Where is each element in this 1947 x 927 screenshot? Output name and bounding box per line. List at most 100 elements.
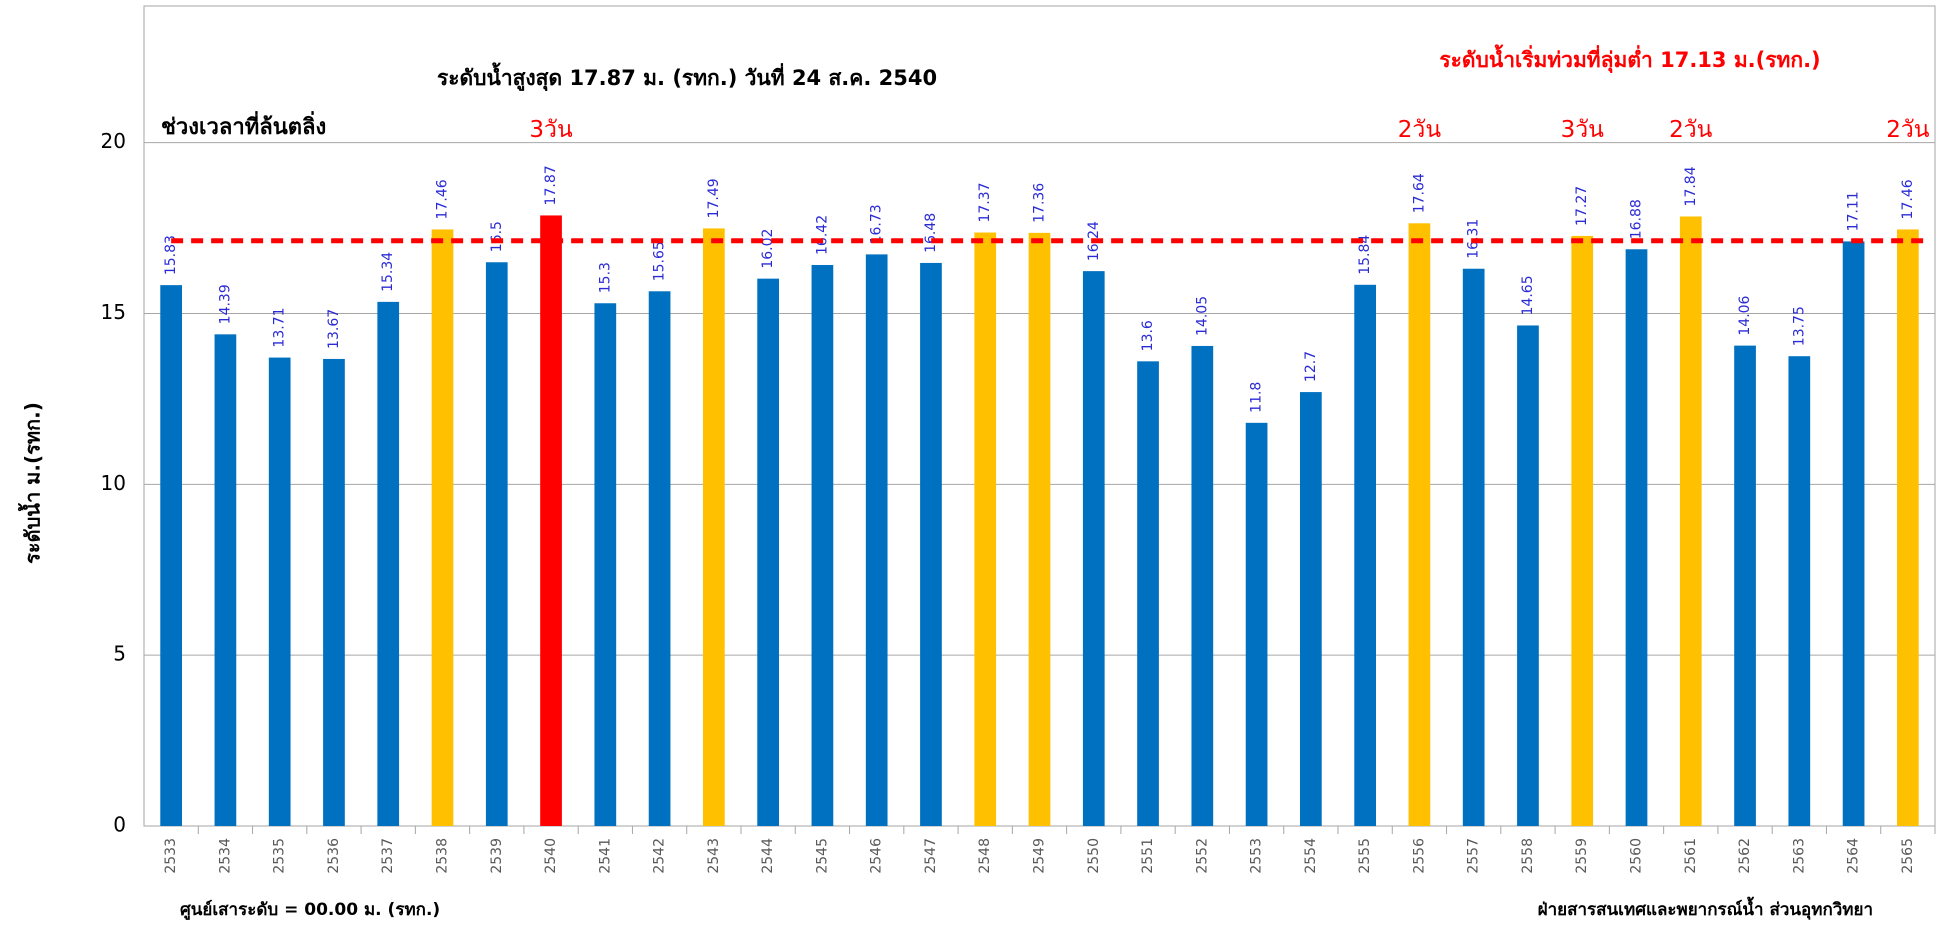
x-tick-label: 2551 (1140, 838, 1156, 874)
bar (1191, 345, 1214, 826)
x-tick-label: 2559 (1574, 838, 1590, 874)
data-label: 17.36 (1032, 183, 1048, 223)
bar (703, 228, 725, 827)
bar (920, 262, 942, 826)
annotation: 3วัน (529, 117, 573, 143)
data-label: 13.71 (272, 307, 288, 347)
chart-subtitle: ระดับน้ำเริ่มท่วมที่ลุ่มต่ำ 17.13 ม.(รทก… (1439, 44, 1820, 74)
bar (268, 357, 291, 826)
bar (1625, 249, 1648, 826)
x-tick-label: 2552 (1194, 838, 1210, 874)
data-label: 16.88 (1629, 199, 1645, 239)
data-label: 17.46 (1900, 179, 1916, 219)
x-tick-label: 2560 (1629, 838, 1645, 874)
data-label: 14.39 (217, 284, 233, 324)
data-label: 15.84 (1357, 235, 1373, 275)
annotation: 2วัน (1886, 117, 1930, 143)
y-axis-label: ระดับน้ำ ม.(รทก.) (18, 402, 45, 564)
data-label: 17.84 (1683, 166, 1699, 206)
data-label: 17.11 (1846, 191, 1862, 231)
x-tick-label: 2547 (923, 838, 939, 874)
x-tick-label: 2546 (869, 838, 885, 874)
data-label: 17.37 (977, 182, 993, 222)
bar (1300, 392, 1322, 826)
x-tick-label: 2533 (163, 838, 179, 874)
chart-title: ระดับน้ำสูงสุด 17.87 ม. (รทก.) วันที่ 24… (437, 62, 937, 92)
annotation: 2วัน (1669, 117, 1713, 143)
bar (1517, 325, 1539, 826)
data-label: 17.46 (435, 179, 451, 219)
data-label: 15.3 (597, 262, 613, 293)
data-label: 11.8 (1249, 382, 1265, 413)
y-tick-label: 20 (101, 129, 126, 153)
bar (1788, 356, 1811, 826)
x-tick-label: 2558 (1520, 838, 1536, 874)
bar (974, 232, 997, 826)
data-label: 13.75 (1791, 306, 1807, 346)
y-tick-label: 10 (101, 471, 126, 495)
bar (1897, 229, 1919, 826)
x-tick-label: 2534 (217, 838, 233, 874)
x-tick-label: 2553 (1249, 838, 1265, 874)
data-label: 15.83 (163, 235, 179, 275)
footnote-left: ศูนย์เสาระดับ = 00.00 ม. (รทก.) (180, 899, 440, 921)
x-tick-label: 2540 (543, 838, 559, 874)
data-label: 14.06 (1737, 295, 1753, 335)
bar (214, 334, 237, 826)
bar (757, 278, 779, 826)
x-tick-label: 2565 (1900, 838, 1916, 874)
x-tick-label: 2538 (435, 838, 451, 874)
data-label: 15.34 (380, 252, 396, 292)
bar (1354, 284, 1376, 826)
data-label: 16.5 (489, 221, 505, 252)
bar (594, 303, 617, 826)
annotation: 3วัน (1561, 117, 1605, 143)
x-tick-label: 2537 (380, 838, 396, 874)
bar (1462, 268, 1485, 826)
annotation: 2วัน (1398, 117, 1442, 143)
x-tick-label: 2563 (1791, 838, 1807, 874)
bar (1028, 232, 1051, 826)
bar (485, 262, 508, 826)
bar (1137, 361, 1159, 826)
x-tick-label: 2542 (652, 838, 668, 874)
bar (1245, 422, 1268, 826)
x-tick-label: 2544 (760, 838, 776, 874)
data-label: 17.49 (706, 178, 722, 218)
bar (648, 291, 671, 827)
bar (323, 358, 345, 826)
x-tick-label: 2564 (1846, 838, 1862, 874)
data-label: 13.6 (1140, 320, 1156, 351)
data-label: 16.42 (814, 215, 830, 255)
x-tick-label: 2536 (326, 838, 342, 874)
data-label: 14.05 (1194, 296, 1210, 336)
data-label: 12.7 (1303, 351, 1319, 382)
x-tick-label: 2549 (1032, 838, 1048, 874)
x-tick-label: 2556 (1411, 838, 1427, 874)
bar (1679, 216, 1702, 826)
data-label: 16.73 (869, 204, 885, 244)
x-tick-label: 2555 (1357, 838, 1373, 874)
data-label: 17.27 (1574, 186, 1590, 226)
x-tick-label: 2561 (1683, 838, 1699, 874)
x-tick-label: 2543 (706, 838, 722, 874)
data-label: 17.64 (1411, 173, 1427, 213)
data-label: 17.87 (543, 165, 559, 205)
x-tick-label: 2557 (1466, 838, 1482, 874)
overflow-label: ช่วงเวลาที่ล้นตลิ่ง (161, 110, 326, 140)
bar (1842, 241, 1865, 827)
x-tick-label: 2535 (272, 838, 288, 874)
bar (377, 301, 400, 827)
bar (811, 264, 834, 826)
data-label: 13.67 (326, 309, 342, 349)
x-tick-label: 2562 (1737, 838, 1753, 874)
x-tick-label: 2554 (1303, 838, 1319, 874)
y-tick-label: 5 (113, 642, 126, 666)
x-tick-label: 2550 (1086, 838, 1102, 874)
x-tick-label: 2539 (489, 838, 505, 874)
data-label: 16.48 (923, 213, 939, 253)
bar (1734, 345, 1756, 826)
bar (1571, 235, 1594, 827)
